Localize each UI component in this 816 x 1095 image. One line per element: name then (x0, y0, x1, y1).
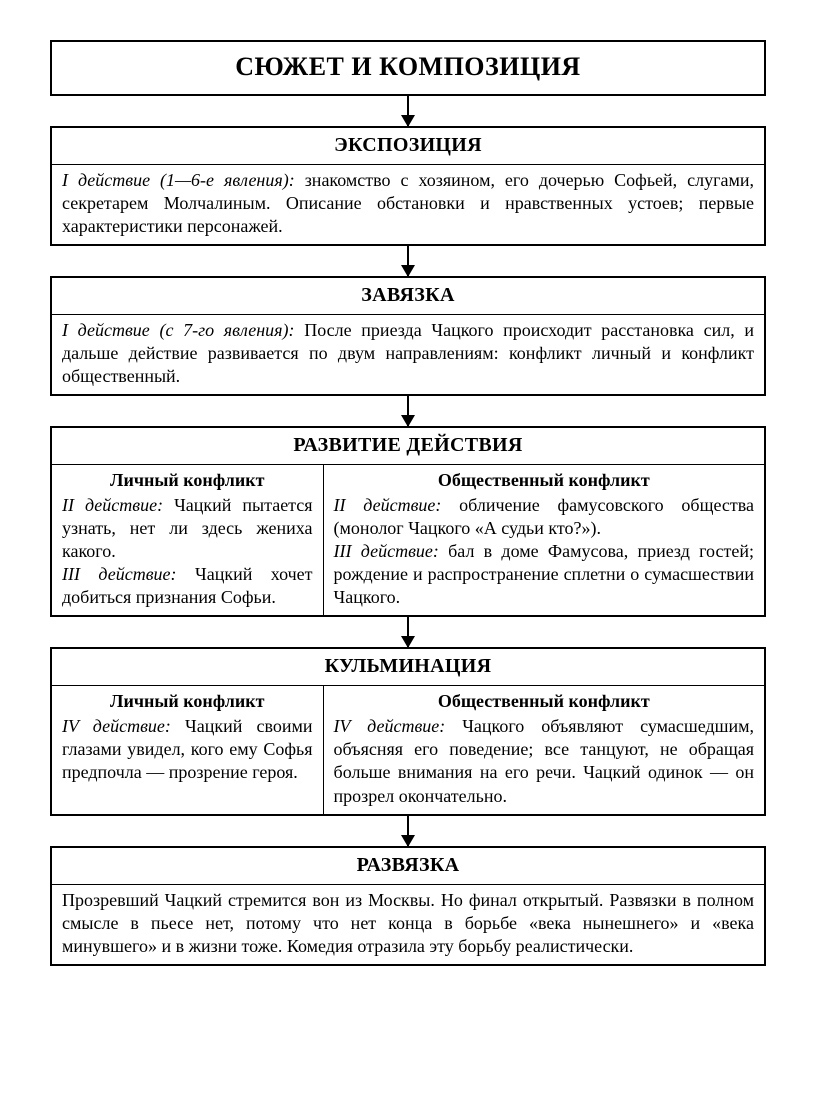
dev-left-p2-lead: III действие: (62, 564, 177, 584)
development-right-title: Общественный конфликт (334, 469, 754, 492)
dev-left-p1-lead: II действие: (62, 495, 163, 515)
development-section: РАЗВИТИЕ ДЕЙСТВИЯ Личный конфликт II дей… (50, 426, 766, 617)
climax-left-col: Личный конфликт IV действие: Чацкий свои… (52, 686, 323, 813)
climax-right-col: Общественный конфликт IV действие: Чацко… (323, 686, 764, 813)
dev-right-p2-lead: III действие: (334, 541, 439, 561)
climax-left-title: Личный конфликт (62, 690, 313, 713)
climax-header: КУЛЬМИНАЦИЯ (52, 649, 764, 686)
dev-right-p1-lead: II действие: (334, 495, 442, 515)
climax-columns: Личный конфликт IV действие: Чацкий свои… (52, 686, 764, 813)
denouement-header: РАЗВЯЗКА (52, 848, 764, 885)
arrow-5 (50, 816, 766, 846)
development-columns: Личный конфликт II действие: Чацкий пыта… (52, 465, 764, 615)
climax-right-p1-lead: IV действие: (334, 716, 446, 736)
exposition-lead: I действие (1—6-е явления): (62, 170, 295, 190)
arrow-2 (50, 246, 766, 276)
denouement-section: РАЗВЯЗКА Прозревший Чацкий стремится вон… (50, 846, 766, 966)
rising-setup-header: ЗАВЯЗКА (52, 278, 764, 315)
rising-setup-lead: I действие (с 7-го явления): (62, 320, 295, 340)
arrow-3 (50, 396, 766, 426)
rising-setup-body: I действие (с 7-го явления): После приез… (52, 315, 764, 394)
exposition-body: I действие (1—6-е явления): знакомство с… (52, 165, 764, 244)
arrow-1 (50, 96, 766, 126)
climax-right-title: Общественный конфликт (334, 690, 754, 713)
main-title-box: СЮЖЕТ И КОМПОЗИЦИЯ (50, 40, 766, 96)
plot-composition-flowchart: СЮЖЕТ И КОМПОЗИЦИЯ ЭКСПОЗИЦИЯ I действие… (50, 40, 766, 966)
main-title: СЮЖЕТ И КОМПОЗИЦИЯ (235, 52, 580, 81)
exposition-header: ЭКСПОЗИЦИЯ (52, 128, 764, 165)
rising-setup-section: ЗАВЯЗКА I действие (с 7-го явления): Пос… (50, 276, 766, 396)
climax-section: КУЛЬМИНАЦИЯ Личный конфликт IV действие:… (50, 647, 766, 815)
exposition-section: ЭКСПОЗИЦИЯ I действие (1—6-е явления): з… (50, 126, 766, 246)
development-left-title: Личный конфликт (62, 469, 313, 492)
development-header: РАЗВИТИЕ ДЕЙСТВИЯ (52, 428, 764, 465)
denouement-body: Прозревший Чацкий стремится вон из Москв… (52, 885, 764, 964)
climax-left-p1-lead: IV действие: (62, 716, 171, 736)
arrow-4 (50, 617, 766, 647)
development-right-col: Общественный конфликт II действие: облич… (323, 465, 764, 615)
development-left-col: Личный конфликт II действие: Чацкий пыта… (52, 465, 323, 615)
